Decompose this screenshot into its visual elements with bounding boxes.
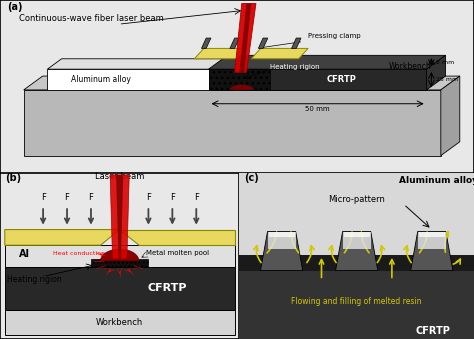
Text: Workbench: Workbench xyxy=(389,62,431,71)
Polygon shape xyxy=(116,175,123,259)
Polygon shape xyxy=(209,69,427,90)
Polygon shape xyxy=(5,245,119,267)
Text: Clamp: Clamp xyxy=(31,232,65,242)
Polygon shape xyxy=(267,232,296,249)
Polygon shape xyxy=(410,232,453,271)
Text: Workbench: Workbench xyxy=(96,318,143,327)
Text: CFRTP: CFRTP xyxy=(148,283,187,293)
Text: Clamp: Clamp xyxy=(170,232,204,242)
Text: CFRTP: CFRTP xyxy=(326,75,356,84)
Polygon shape xyxy=(230,38,239,48)
Polygon shape xyxy=(209,69,270,90)
Polygon shape xyxy=(343,232,371,249)
Polygon shape xyxy=(119,230,235,245)
Text: Laser beam: Laser beam xyxy=(95,172,145,181)
Text: 50 mm: 50 mm xyxy=(305,106,330,112)
Text: Heat conduction: Heat conduction xyxy=(53,251,105,256)
Text: Pressing clamp: Pressing clamp xyxy=(308,33,361,39)
Text: F: F xyxy=(194,193,199,202)
Text: (b): (b) xyxy=(5,173,21,183)
Text: Continuous-wave fiber laser beam: Continuous-wave fiber laser beam xyxy=(19,14,164,23)
Bar xyxy=(269,233,294,237)
Text: Aluminum alloy: Aluminum alloy xyxy=(399,176,474,185)
Bar xyxy=(239,255,474,271)
Bar xyxy=(344,233,370,237)
Polygon shape xyxy=(5,230,119,245)
Polygon shape xyxy=(427,55,446,90)
Text: F: F xyxy=(64,193,70,202)
Text: Flowing and filling of melted resin: Flowing and filling of melted resin xyxy=(292,297,422,306)
Text: Heating rigion: Heating rigion xyxy=(7,275,62,284)
Bar xyxy=(5,310,235,335)
Polygon shape xyxy=(201,38,211,48)
Polygon shape xyxy=(336,232,378,271)
Polygon shape xyxy=(119,245,235,267)
Polygon shape xyxy=(239,3,251,73)
Polygon shape xyxy=(441,76,460,156)
Text: F: F xyxy=(170,193,175,202)
Bar xyxy=(239,255,474,339)
Text: F: F xyxy=(41,193,46,202)
Polygon shape xyxy=(230,85,254,90)
Text: (c): (c) xyxy=(244,173,259,183)
Bar xyxy=(239,173,474,265)
Text: Al: Al xyxy=(19,249,30,259)
Text: CFRTP: CFRTP xyxy=(416,326,450,336)
Polygon shape xyxy=(47,59,275,69)
Polygon shape xyxy=(251,48,308,59)
Polygon shape xyxy=(235,3,256,73)
Text: F: F xyxy=(89,193,93,202)
Text: F: F xyxy=(146,193,151,202)
Polygon shape xyxy=(100,249,139,261)
Text: Micro-pattern: Micro-pattern xyxy=(328,195,385,204)
Bar xyxy=(5,267,235,310)
Bar xyxy=(419,233,445,237)
Polygon shape xyxy=(418,232,446,249)
Polygon shape xyxy=(110,175,129,259)
Text: 2 mm: 2 mm xyxy=(436,60,455,65)
Polygon shape xyxy=(47,69,261,90)
Polygon shape xyxy=(292,38,301,48)
Bar xyxy=(91,259,148,267)
Polygon shape xyxy=(24,90,441,156)
Text: Metal molten pool: Metal molten pool xyxy=(146,250,209,256)
Polygon shape xyxy=(258,38,268,48)
Polygon shape xyxy=(209,55,446,69)
Text: Aluminum alloy: Aluminum alloy xyxy=(71,75,131,84)
Polygon shape xyxy=(194,48,246,59)
Polygon shape xyxy=(24,76,460,90)
Text: Heating rigion: Heating rigion xyxy=(270,64,320,70)
Polygon shape xyxy=(261,232,303,271)
Text: 25 mm: 25 mm xyxy=(436,77,458,82)
Text: (a): (a) xyxy=(7,2,23,12)
